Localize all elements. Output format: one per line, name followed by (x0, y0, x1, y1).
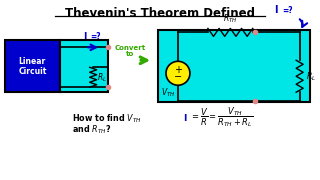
Text: Linear
Circuit: Linear Circuit (18, 57, 46, 76)
FancyBboxPatch shape (5, 40, 60, 92)
Text: How to find $V_{TH}$: How to find $V_{TH}$ (72, 112, 142, 125)
Text: $\bf{I}$: $\bf{I}$ (183, 112, 188, 123)
Text: =?: =? (283, 6, 293, 15)
Circle shape (166, 61, 190, 85)
FancyBboxPatch shape (60, 40, 108, 92)
Text: $R_{TH}$: $R_{TH}$ (223, 13, 237, 25)
Text: and $R_{TH}$?: and $R_{TH}$? (72, 123, 111, 136)
Text: $V_{TH}$: $V_{TH}$ (161, 87, 175, 99)
Text: $\bf{I}$: $\bf{I}$ (83, 30, 88, 41)
Text: −: − (174, 72, 182, 82)
Text: to: to (126, 51, 134, 57)
Text: +: + (174, 65, 182, 75)
Text: $R_L$: $R_L$ (97, 71, 107, 84)
Text: $R_L$: $R_L$ (306, 70, 316, 82)
Text: $= \dfrac{V}{R} = \dfrac{V_{TH}}{R_{TH}+R_L}$: $= \dfrac{V}{R} = \dfrac{V_{TH}}{R_{TH}+… (190, 105, 253, 129)
FancyBboxPatch shape (158, 30, 310, 102)
Text: $\bf{I}$: $\bf{I}$ (274, 3, 279, 15)
Text: Convert: Convert (115, 45, 146, 51)
Text: =?: =? (90, 32, 101, 41)
Text: Thevenin's Theorem Defined: Thevenin's Theorem Defined (65, 7, 255, 21)
